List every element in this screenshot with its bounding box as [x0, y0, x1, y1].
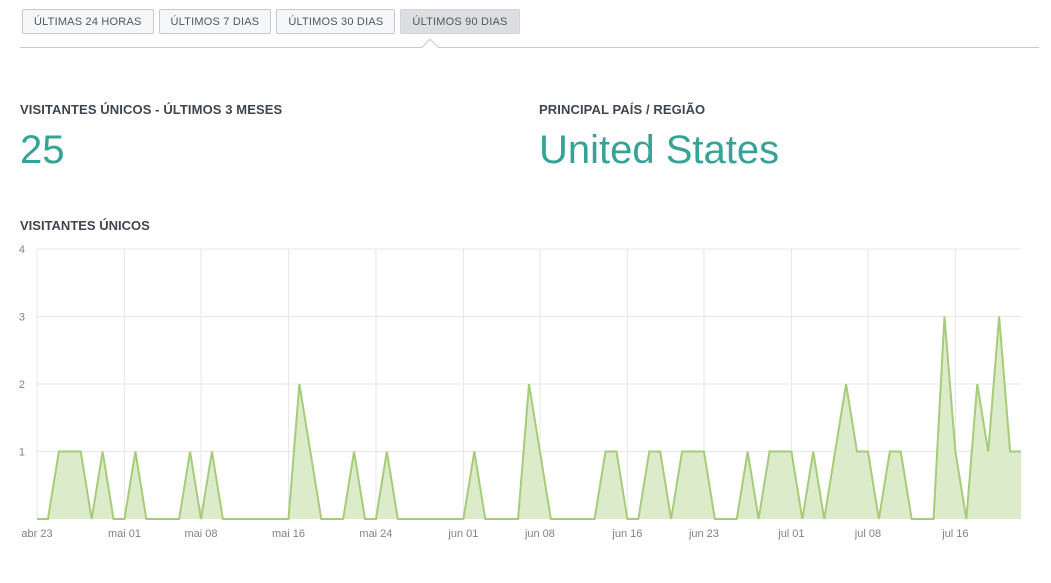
series-line — [37, 316, 1021, 520]
x-tick-label: jun 23 — [688, 528, 719, 540]
x-tick-label: jul 16 — [941, 528, 968, 540]
x-tick-label: jun 08 — [524, 528, 555, 540]
tab-3[interactable]: ÚLTIMOS 30 DIAS — [276, 9, 396, 34]
chart-title: VISITANTES ÚNICOS — [20, 218, 150, 233]
x-tick-label: mai 08 — [184, 528, 217, 540]
x-tick-label: jun 01 — [447, 528, 478, 540]
x-tick-label: jun 16 — [611, 528, 642, 540]
tab-1[interactable]: ÚLTIMAS 24 HORAS — [22, 9, 154, 34]
top-country-value: United States — [539, 128, 780, 172]
x-tick-label: jul 08 — [854, 528, 881, 540]
x-tick-label: mai 01 — [108, 528, 141, 540]
y-tick-label: 4 — [19, 244, 25, 256]
unique-visitors-value: 25 — [20, 128, 65, 172]
x-tick-label: abr 23 — [21, 528, 52, 540]
tabs-divider — [20, 47, 1039, 48]
x-tick-label: mai 24 — [359, 528, 392, 540]
date-range-tabs: ÚLTIMAS 24 HORAS ÚLTIMOS 7 DIAS ÚLTIMOS 30… — [22, 9, 520, 34]
x-tick-label: jul 01 — [777, 528, 804, 540]
unique-visitors-chart: 1 2 3 4 abr 23 mai 01 mai 08 mai 16 mai 24 jun 01… — [19, 244, 1021, 540]
tab-2[interactable]: ÚLTIMOS 7 DIAS — [158, 9, 272, 34]
y-tick-label: 1 — [19, 447, 25, 459]
series-area — [37, 316, 1021, 519]
top-country-label: PRINCIPAL PAÍS / REGIÃO — [539, 102, 706, 117]
tab-4[interactable]: ÚLTIMOS 90 DIAS — [400, 9, 520, 34]
unique-visitors-label: VISITANTES ÚNICOS - ÚLTIMOS 3 MESES — [20, 102, 283, 117]
active-tab-caret — [421, 38, 439, 56]
y-tick-label: 3 — [19, 312, 25, 324]
y-tick-label: 2 — [19, 379, 25, 391]
x-tick-label: mai 16 — [272, 528, 305, 540]
